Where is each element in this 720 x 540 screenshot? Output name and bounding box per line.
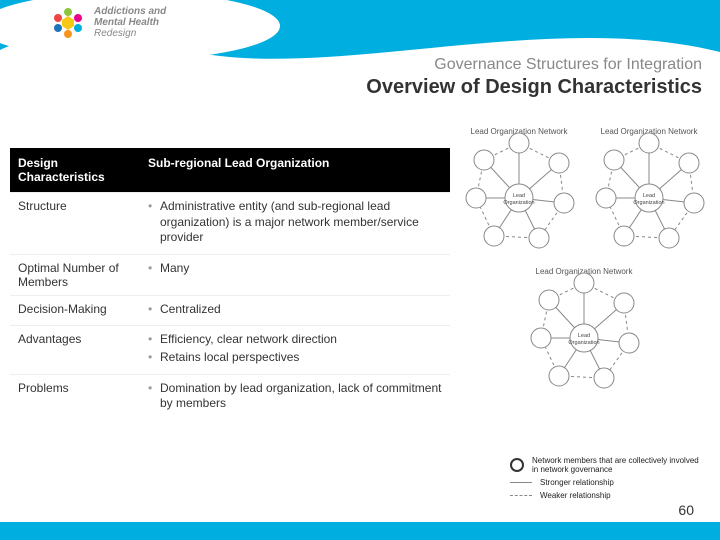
svg-text:Organization: Organization [503,200,534,206]
legend-dashed-line-icon [510,495,532,496]
svg-text:Lead: Lead [513,193,525,199]
legend-row-weak: Weaker relationship [510,491,702,500]
row-bullet: Retains local perspectives [148,350,442,366]
row-bullet: Many [148,261,442,277]
row-label: Problems [10,374,140,420]
redesign-logo-icon [50,4,86,40]
row-value: Administrative entity (and sub-regional … [140,193,450,255]
table-row: AdvantagesEfficiency, clear network dire… [10,326,450,374]
table-row: Optimal Number of Members Many [10,254,450,295]
row-bullet: Domination by lead organization, lack of… [148,381,442,412]
row-value: Centralized [140,295,450,326]
row-bullet: Efficiency, clear network direction [148,332,442,348]
brand-text: Addictions and Mental Health Redesign [94,6,166,39]
row-value: Domination by lead organization, lack of… [140,374,450,420]
table-row: Problems Domination by lead organization,… [10,374,450,420]
brand-logo: Addictions and Mental Health Redesign [50,4,166,40]
row-bullet: Centralized [148,302,442,318]
legend-text-1: Network members that are collectively in… [532,456,702,474]
table-row: StructureAdministrative entity (and sub-… [10,193,450,255]
table-header-1: Design Characteristics [10,148,140,193]
row-label: Advantages [10,326,140,374]
row-label: Decision-Making [10,295,140,326]
legend-row-strong: Stronger relationship [510,478,702,487]
page-number: 60 [678,502,694,518]
row-bullet: Administrative entity (and sub-regional … [148,199,442,246]
legend-solid-line-icon [510,482,532,483]
brand-line2: Mental Health [94,17,166,28]
legend-text-3: Weaker relationship [540,491,611,500]
brand-line3: Redesign [94,28,136,39]
slide: Addictions and Mental Health Redesign Go… [0,0,720,540]
characteristics-table: Design Characteristics Sub-regional Lead… [10,148,450,420]
table-row: Decision-Making Centralized [10,295,450,326]
legend-text-2: Stronger relationship [540,478,614,487]
brand-line1: Addictions and [94,6,166,17]
svg-text:Lead: Lead [643,193,655,199]
svg-text:Organization: Organization [633,200,664,206]
row-value: Efficiency, clear network direction Retai… [140,326,450,374]
row-label: Structure [10,193,140,255]
table-header-2: Sub-regional Lead Organization [140,148,450,193]
legend: Network members that are collectively in… [510,456,702,504]
bottom-band [0,522,720,540]
row-value: Many [140,254,450,295]
legend-circle-icon [510,458,524,472]
svg-text:Organization: Organization [568,340,599,346]
svg-text:Lead: Lead [578,333,590,339]
network-diagrams: Lead Organization NetworkLeadOrganizatio… [454,118,712,398]
slide-subtitle: Governance Structures for Integration [434,56,702,74]
slide-title: Overview of Design Characteristics [366,76,702,99]
row-label: Optimal Number of Members [10,254,140,295]
legend-row-members: Network members that are collectively in… [510,456,702,474]
